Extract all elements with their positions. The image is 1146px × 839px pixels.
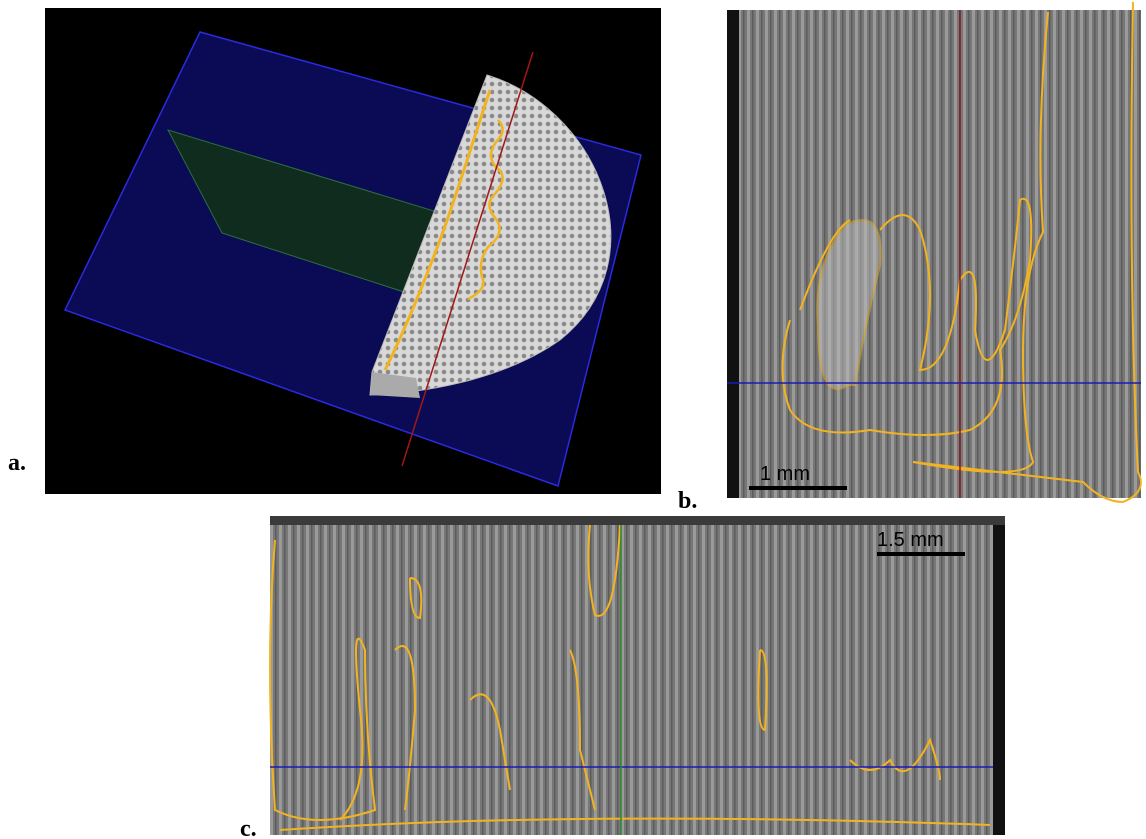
panel-b: 1 mm b. xyxy=(678,2,1141,514)
panel-label: c. xyxy=(240,816,257,839)
panel-c: 1.5 mm c. xyxy=(240,516,1005,839)
scale-bar-label: 1 mm xyxy=(760,463,810,485)
panel-b-image xyxy=(727,10,1141,498)
panel-label: a. xyxy=(8,450,26,476)
scale-bar-label: 1.5 mm xyxy=(877,529,944,551)
panel-c-top-strip xyxy=(270,516,1005,525)
panel-c-border xyxy=(993,525,1005,835)
panel-label: b. xyxy=(678,488,697,514)
panel-c-image xyxy=(270,516,1005,835)
scale-bar xyxy=(749,486,847,490)
figure: a. 1 mm b. 1.5 mm c. xyxy=(0,0,1146,839)
panel-a: a. xyxy=(8,8,661,494)
scale-bar xyxy=(877,552,965,556)
panel-b-border xyxy=(727,10,739,498)
